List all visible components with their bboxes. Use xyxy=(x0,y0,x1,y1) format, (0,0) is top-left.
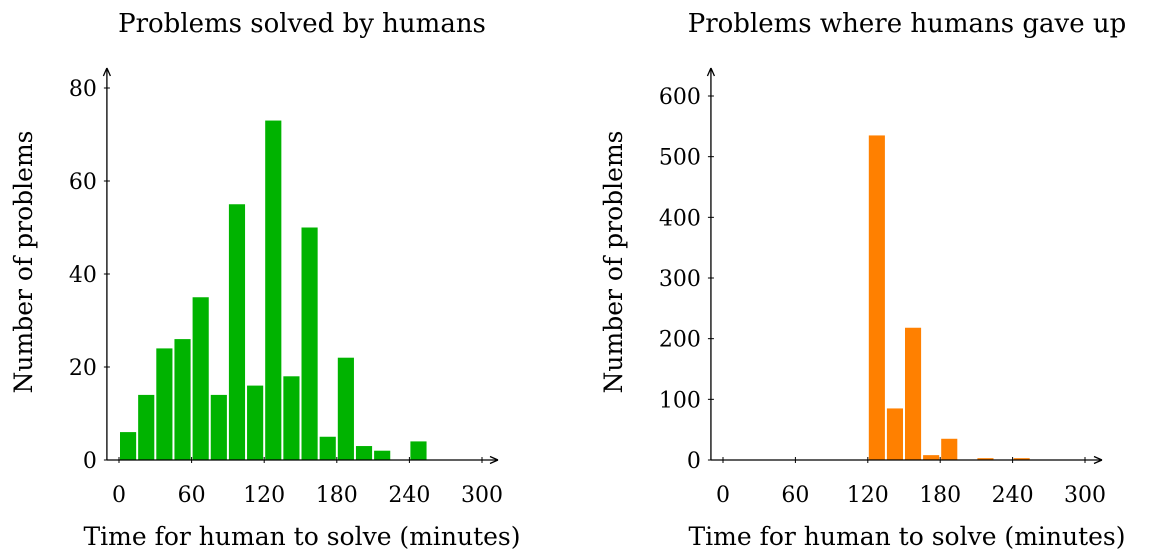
y-axis-arrow xyxy=(102,67,111,77)
bar xyxy=(156,348,173,460)
bar xyxy=(174,339,191,460)
x-tick-label: 180 xyxy=(919,483,961,508)
y-tick-label: 100 xyxy=(659,388,701,413)
bar xyxy=(319,436,336,460)
chart-gave-up: Problems where humans gave up Time for h… xyxy=(599,9,1126,551)
bars xyxy=(868,135,1030,460)
bar xyxy=(905,327,922,460)
y-axis-label: Number of problems xyxy=(599,131,628,394)
axes xyxy=(102,67,499,465)
y-axis-label: Number of problems xyxy=(9,131,38,394)
y-tick-label: 80 xyxy=(69,77,97,102)
y-tick-label: 400 xyxy=(659,206,701,231)
x-tick-label: 120 xyxy=(243,483,285,508)
bar xyxy=(337,357,354,460)
bar xyxy=(265,120,282,461)
y-tick-label: 200 xyxy=(659,328,701,353)
bar xyxy=(886,408,903,460)
x-tick-label: 300 xyxy=(461,483,503,508)
bar xyxy=(283,376,300,460)
bar xyxy=(355,446,373,460)
bar xyxy=(374,450,391,460)
bar xyxy=(941,438,958,460)
bar xyxy=(923,455,940,460)
bar xyxy=(192,297,209,460)
x-axis-arrow xyxy=(1093,455,1103,465)
y-tick-label: 300 xyxy=(659,267,701,292)
x-tick-label: 120 xyxy=(847,483,889,508)
x-tick-label: 300 xyxy=(1064,483,1106,508)
bar xyxy=(410,441,427,460)
x-ticks: 0 60 120 180 240 300 xyxy=(112,457,503,508)
bar xyxy=(210,394,227,460)
y-ticks: 0 20 40 60 80 xyxy=(69,77,110,474)
y-tick-label: 0 xyxy=(83,449,97,474)
x-tick-label: 240 xyxy=(992,483,1034,508)
x-tick-label: 0 xyxy=(716,483,730,508)
y-tick-label: 0 xyxy=(687,449,701,474)
chart-title: Problems where humans gave up xyxy=(688,9,1127,39)
y-tick-label: 20 xyxy=(69,356,97,381)
bar xyxy=(301,227,318,460)
bar xyxy=(247,385,264,460)
x-tick-label: 180 xyxy=(316,483,358,508)
chart-title: Problems solved by humans xyxy=(118,9,486,39)
x-tick-label: 60 xyxy=(781,483,809,508)
bars xyxy=(120,120,427,461)
bar xyxy=(228,204,246,460)
bar xyxy=(977,458,994,460)
x-tick-label: 240 xyxy=(388,483,430,508)
x-axis-arrow xyxy=(489,455,499,465)
bar xyxy=(138,394,155,460)
y-tick-label: 60 xyxy=(69,170,97,195)
y-axis-arrow xyxy=(706,67,716,77)
x-axis-label: Time for human to solve (minutes) xyxy=(688,522,1125,551)
y-tick-label: 40 xyxy=(69,263,97,288)
x-axis-label: Time for human to solve (minutes) xyxy=(83,522,520,551)
x-ticks: 0 60 120 180 240 300 xyxy=(716,457,1106,508)
y-tick-label: 500 xyxy=(659,146,701,171)
axes xyxy=(706,67,1103,465)
x-tick-label: 0 xyxy=(112,483,126,508)
bar xyxy=(1013,458,1030,460)
bar xyxy=(868,135,885,460)
chart-solved: Problems solved by humans Time for human… xyxy=(9,9,521,551)
y-tick-label: 600 xyxy=(659,85,701,110)
x-tick-label: 60 xyxy=(178,483,206,508)
bar xyxy=(120,432,137,460)
y-ticks: 0 100 200 300 400 500 600 xyxy=(659,85,714,474)
